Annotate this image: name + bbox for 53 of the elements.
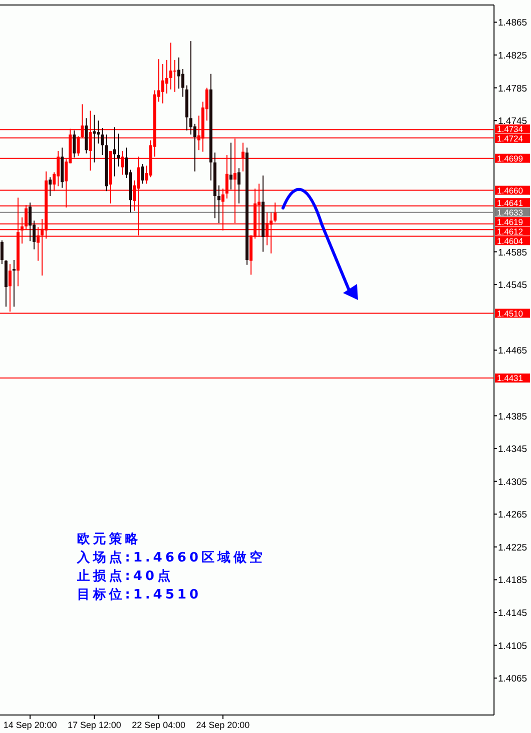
y-tick-label: 1.4345 bbox=[498, 444, 528, 456]
ref-line-label: 1.4619 bbox=[497, 216, 524, 227]
ref-line-label: 1.4431 bbox=[497, 373, 524, 384]
x-tick-label: 22 Sep 04:00 bbox=[132, 720, 186, 730]
y-tick-label: 1.4265 bbox=[498, 510, 528, 521]
y-tick-label: 1.4785 bbox=[498, 83, 528, 94]
annotation: 目标位:1.4510 bbox=[77, 588, 202, 602]
annotation: 止损点:40点 bbox=[76, 568, 174, 584]
x-tick-label: 17 Sep 12:00 bbox=[68, 720, 122, 730]
ref-line-label: 1.4660 bbox=[497, 185, 524, 196]
y-tick-label: 1.4385 bbox=[498, 411, 528, 422]
y-tick-label: 1.4145 bbox=[498, 608, 528, 620]
y-tick-label: 1.4465 bbox=[498, 346, 528, 357]
y-tick-label: 1.4225 bbox=[498, 542, 528, 554]
candlestick bbox=[217, 184, 220, 224]
candlestick bbox=[96, 120, 100, 144]
candlestick bbox=[72, 130, 76, 158]
y-tick-label: 1.4865 bbox=[498, 18, 528, 29]
y-tick-label: 1.4185 bbox=[498, 575, 528, 586]
y-tick-label: 1.4105 bbox=[498, 640, 528, 652]
annotation: 入场点:1.4660区域做空 bbox=[76, 550, 266, 566]
candlestick bbox=[165, 59, 168, 94]
ref-line-label: 1.4604 bbox=[497, 236, 524, 246]
ref-line-label: 1.4612 bbox=[497, 226, 524, 236]
annotation: 欧元策略 bbox=[77, 532, 141, 547]
candlestick bbox=[48, 176, 52, 197]
candlestick bbox=[0, 240, 4, 265]
candlestick bbox=[141, 164, 144, 184]
candlestick bbox=[177, 56, 180, 90]
candlestick bbox=[237, 168, 240, 204]
candlestick bbox=[100, 127, 104, 156]
candlestick bbox=[169, 42, 172, 90]
ref-line-label: 1.4641 bbox=[497, 198, 524, 208]
y-tick-label: 1.4585 bbox=[498, 247, 528, 258]
x-tick-label: 24 Sep 20:00 bbox=[196, 720, 250, 730]
ref-line-label: 1.4510 bbox=[497, 308, 524, 318]
candlestick bbox=[173, 59, 176, 92]
candlestick bbox=[229, 142, 232, 190]
candlestick bbox=[116, 133, 120, 168]
y-tick-label: 1.4545 bbox=[498, 280, 528, 292]
ref-line-label: 1.4633 bbox=[497, 207, 524, 218]
y-tick-label: 1.4825 bbox=[498, 50, 528, 62]
y-tick-label: 1.4305 bbox=[498, 476, 528, 488]
candlestick bbox=[181, 68, 184, 98]
candlestick bbox=[112, 126, 116, 177]
y-tick-label: 1.4065 bbox=[498, 674, 528, 685]
x-tick-label: 14 Sep 20:00 bbox=[3, 720, 57, 730]
ref-line-label: 1.4724 bbox=[497, 134, 524, 144]
candlestick bbox=[189, 40, 192, 136]
candlestick bbox=[28, 202, 32, 242]
ref-line-label: 1.4699 bbox=[497, 154, 524, 164]
candlestick bbox=[12, 259, 16, 308]
candlestick bbox=[161, 64, 164, 104]
